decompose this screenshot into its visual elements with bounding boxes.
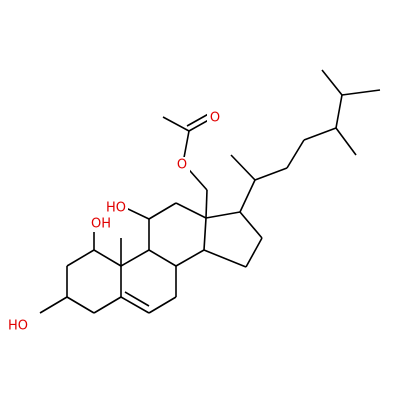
bond [162,116,190,132]
atom-label: OH [91,217,111,232]
atom-label: HO [8,319,28,334]
bonds [39,69,381,314]
labels: O O HO OH HO [6,110,222,334]
bond [175,249,205,267]
bond [205,211,241,219]
label-bg [104,200,128,216]
bond [125,207,150,220]
bond [286,139,305,169]
atom-label: O [177,158,187,173]
atom-label: O [210,111,220,126]
bond [148,296,177,314]
bond [148,249,177,267]
bond [66,296,95,314]
bond [203,217,207,251]
bond [239,211,263,239]
label-bg [207,110,222,126]
bond [335,94,343,129]
bond [39,296,68,314]
atom-label: HO [106,201,126,216]
label-bg [6,318,30,334]
bond [124,291,150,307]
bond [148,202,177,220]
bond [335,127,357,156]
bond [120,249,150,267]
bond [175,202,207,219]
bond [254,167,288,181]
bond [303,127,337,141]
bond [66,249,95,267]
bond [321,69,343,96]
bond [239,179,256,213]
bond [205,189,208,219]
bond [93,296,122,314]
bond [341,89,381,96]
bond [93,249,122,267]
bond [245,237,263,268]
label-bg [175,157,190,173]
bond [120,296,150,314]
bond [230,154,256,181]
label-bg [89,216,113,232]
bond [203,249,247,268]
